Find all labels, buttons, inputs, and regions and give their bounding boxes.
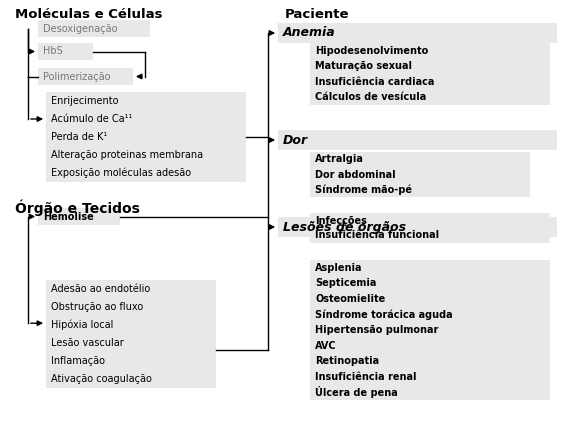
Text: Obstrução ao fluxo: Obstrução ao fluxo: [51, 302, 143, 312]
Text: Insuficiência funcional: Insuficiência funcional: [315, 231, 439, 240]
Text: AVC: AVC: [315, 340, 337, 351]
Bar: [278, 23, 557, 43]
Text: Adesão ao endotélio: Adesão ao endotélio: [51, 284, 150, 294]
Bar: [310, 43, 550, 105]
Bar: [278, 217, 557, 237]
Text: Lesão vascular: Lesão vascular: [51, 338, 124, 348]
Text: Enrijecimento: Enrijecimento: [51, 96, 119, 106]
Text: Inflamação: Inflamação: [51, 356, 105, 366]
Text: Asplenia: Asplenia: [315, 263, 362, 273]
Text: Lesões de órgãos: Lesões de órgãos: [283, 221, 406, 234]
Bar: [38, 208, 120, 225]
Text: Anemia: Anemia: [283, 27, 336, 40]
Bar: [310, 260, 550, 400]
Bar: [46, 280, 216, 388]
Text: Retinopatia: Retinopatia: [315, 356, 379, 366]
Text: Osteomielite: Osteomielite: [315, 294, 385, 304]
Text: Insuficiência renal: Insuficiência renal: [315, 372, 416, 382]
Text: Hipóxia local: Hipóxia local: [51, 320, 114, 330]
Text: Hemólise: Hemólise: [43, 211, 94, 222]
Text: Artralgia: Artralgia: [315, 154, 364, 165]
Text: Alteração proteinas membrana: Alteração proteinas membrana: [51, 150, 203, 160]
Bar: [310, 152, 530, 197]
Text: Dor abdominal: Dor abdominal: [315, 170, 396, 179]
Text: Hipodesenolvimento: Hipodesenolvimento: [315, 46, 428, 56]
Text: Acúmulo de Ca¹¹: Acúmulo de Ca¹¹: [51, 114, 133, 124]
Text: Síndrome mão-pé: Síndrome mão-pé: [315, 184, 412, 195]
Text: Exposição moléculas adesão: Exposição moléculas adesão: [51, 168, 191, 178]
Text: Maturação sexual: Maturação sexual: [315, 61, 412, 71]
Bar: [46, 92, 246, 182]
Text: Moléculas e Células: Moléculas e Células: [15, 8, 162, 21]
Text: Cálculos de vesícula: Cálculos de vesícula: [315, 92, 426, 102]
Text: Úlcera de pena: Úlcera de pena: [315, 386, 398, 398]
Bar: [38, 68, 133, 85]
Text: Desoxigenação: Desoxigenação: [43, 24, 117, 33]
Text: Dor: Dor: [283, 134, 308, 146]
Text: Órgão e Tecidos: Órgão e Tecidos: [15, 200, 140, 217]
Text: Síndrome torácica aguda: Síndrome torácica aguda: [315, 309, 452, 320]
Text: Hipertensão pulmonar: Hipertensão pulmonar: [315, 325, 438, 335]
Text: Ativação coagulação: Ativação coagulação: [51, 374, 152, 384]
Bar: [38, 43, 93, 60]
Text: Paciente: Paciente: [285, 8, 350, 21]
Bar: [38, 20, 150, 37]
Text: Polimerização: Polimerização: [43, 72, 111, 81]
Bar: [310, 213, 550, 243]
Text: Insuficiência cardiaca: Insuficiência cardiaca: [315, 77, 434, 87]
Text: Septicemia: Septicemia: [315, 278, 377, 288]
Bar: [278, 130, 557, 150]
Text: Infecções: Infecções: [315, 215, 367, 226]
Text: HbS: HbS: [43, 46, 63, 57]
Text: Perda de K¹: Perda de K¹: [51, 132, 107, 142]
